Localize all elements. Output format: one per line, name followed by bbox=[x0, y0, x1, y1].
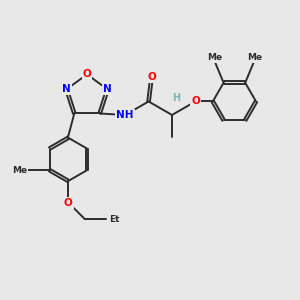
Text: N: N bbox=[62, 84, 71, 94]
Text: Me: Me bbox=[12, 166, 27, 175]
Text: O: O bbox=[147, 72, 156, 82]
Text: Me: Me bbox=[207, 53, 222, 62]
Text: Me: Me bbox=[247, 53, 262, 62]
Text: O: O bbox=[191, 97, 200, 106]
Text: O: O bbox=[64, 198, 73, 208]
Text: Et: Et bbox=[110, 214, 120, 224]
Text: NH: NH bbox=[116, 110, 134, 120]
Text: N: N bbox=[103, 84, 112, 94]
Text: H: H bbox=[172, 94, 181, 103]
Text: O: O bbox=[82, 69, 91, 80]
